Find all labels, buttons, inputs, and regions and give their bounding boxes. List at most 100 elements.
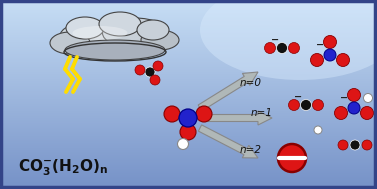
Ellipse shape <box>60 22 120 50</box>
Bar <box>0 40 377 41</box>
Bar <box>0 188 377 189</box>
Text: −: − <box>316 40 324 50</box>
Bar <box>0 27 377 28</box>
Bar <box>0 36 377 37</box>
Circle shape <box>164 106 180 122</box>
Bar <box>0 52 377 53</box>
Bar <box>0 121 377 122</box>
Bar <box>0 116 377 117</box>
Bar <box>0 18 377 19</box>
Bar <box>0 84 377 85</box>
Bar <box>0 10 377 11</box>
Bar <box>0 123 377 124</box>
Bar <box>0 42 377 43</box>
Bar <box>0 119 377 120</box>
Bar <box>0 26 377 27</box>
Bar <box>0 115 377 116</box>
Bar <box>0 151 377 152</box>
Circle shape <box>153 61 163 71</box>
Circle shape <box>300 99 311 111</box>
Bar <box>0 45 377 46</box>
Bar <box>0 172 377 173</box>
Bar <box>0 9 377 10</box>
Bar <box>0 113 377 114</box>
FancyArrow shape <box>198 72 258 111</box>
Bar <box>0 97 377 98</box>
Bar <box>0 0 377 1</box>
Bar <box>0 76 377 77</box>
Bar <box>0 154 377 155</box>
Bar <box>0 187 377 188</box>
Bar <box>0 178 377 179</box>
Bar <box>0 5 377 6</box>
Text: n=1: n=1 <box>250 108 272 118</box>
Bar <box>0 157 377 158</box>
Bar <box>0 166 377 167</box>
Bar <box>0 142 377 143</box>
Bar <box>0 46 377 47</box>
Bar <box>0 167 377 168</box>
Circle shape <box>313 99 323 111</box>
Bar <box>0 127 377 128</box>
Bar <box>0 98 377 99</box>
Bar <box>0 61 377 62</box>
Bar <box>0 16 377 17</box>
Circle shape <box>288 43 299 53</box>
Bar <box>0 110 377 111</box>
Ellipse shape <box>66 17 104 39</box>
Bar <box>0 92 377 93</box>
Bar <box>0 143 377 144</box>
Bar <box>0 31 377 32</box>
Bar <box>0 78 377 79</box>
Circle shape <box>288 99 299 111</box>
Bar <box>0 163 377 164</box>
Bar <box>0 21 377 22</box>
Bar <box>0 134 377 135</box>
Bar <box>0 182 377 183</box>
Ellipse shape <box>99 12 141 36</box>
Bar <box>0 24 377 25</box>
Bar <box>0 17 377 18</box>
Bar <box>0 103 377 104</box>
Bar <box>0 63 377 64</box>
Bar <box>0 14 377 15</box>
Bar <box>0 20 377 21</box>
Bar <box>0 132 377 133</box>
Bar <box>0 53 377 54</box>
Bar <box>0 68 377 69</box>
Bar <box>0 60 377 61</box>
Bar <box>0 161 377 162</box>
Bar <box>0 111 377 112</box>
Bar <box>0 35 377 36</box>
Bar <box>0 126 377 127</box>
Ellipse shape <box>200 0 377 80</box>
Text: −: − <box>271 35 279 45</box>
Bar <box>0 59 377 60</box>
Bar <box>0 129 377 130</box>
Bar <box>0 56 377 57</box>
Circle shape <box>350 140 360 150</box>
Bar <box>0 148 377 149</box>
Bar <box>0 72 377 73</box>
Circle shape <box>180 124 196 140</box>
Circle shape <box>360 106 374 119</box>
Bar <box>0 57 377 58</box>
Bar <box>0 164 377 165</box>
Bar <box>0 41 377 42</box>
Bar <box>0 39 377 40</box>
Bar <box>0 156 377 157</box>
Text: n=2: n=2 <box>240 145 262 155</box>
Circle shape <box>362 140 372 150</box>
Bar <box>0 147 377 148</box>
Bar <box>0 131 377 132</box>
Bar <box>0 158 377 159</box>
Bar <box>0 145 377 146</box>
Bar <box>0 138 377 139</box>
Text: −: − <box>340 93 348 103</box>
Bar <box>0 165 377 166</box>
Circle shape <box>150 75 160 85</box>
Bar <box>0 162 377 163</box>
Bar <box>0 28 377 29</box>
Bar <box>0 38 377 39</box>
Bar <box>0 8 377 9</box>
